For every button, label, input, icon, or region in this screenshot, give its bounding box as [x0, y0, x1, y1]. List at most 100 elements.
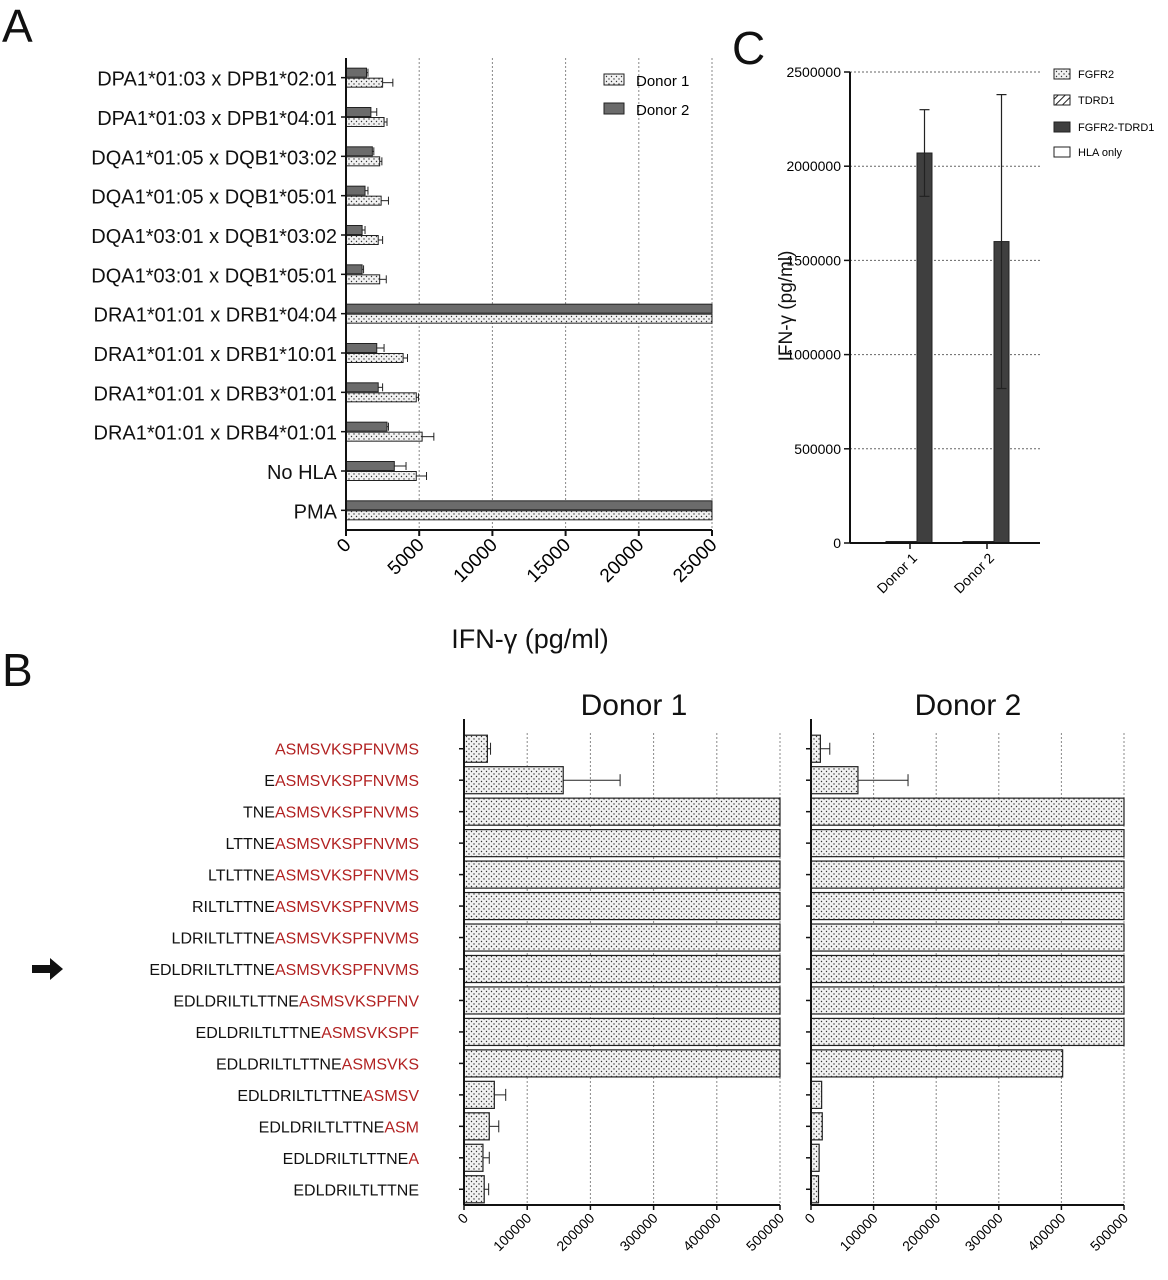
- panel-b-donor1-title: Donor 1: [581, 689, 688, 722]
- panel-a-x-axis-title: IFN-γ (pg/ml): [451, 624, 609, 654]
- peptide-prefix: LTTNE: [225, 836, 274, 853]
- panel-b-x-tick-label: 0: [454, 1210, 471, 1227]
- peptide-core: ASMSVKSPFNVMS: [275, 962, 419, 979]
- panel-b-bar-donor2: [810, 829, 1125, 858]
- panel-c-chart: 0 500000 1000000 1500000 2000000 2500000 Donor…: [776, 64, 1154, 596]
- panel-b-bar-donor1: [463, 923, 781, 952]
- panel-b-bar-donor1: [463, 1049, 781, 1078]
- peptide-core: ASMSVKSPFNV: [299, 993, 419, 1010]
- panel-c-y-tick-label: 500000: [794, 441, 841, 457]
- legend-label-fgfr2: FGFR2: [1078, 69, 1114, 81]
- panel-a-bar-donor1: [345, 195, 382, 206]
- panel-a-x-tick-label: 20000: [596, 535, 648, 587]
- panel-a-bar-donor1: [345, 392, 417, 403]
- peptide-prefix: EDLDRILTLTTNE: [283, 1151, 409, 1168]
- panel-a-category-label: DQA1*03:01 x DQB1*03:02: [91, 226, 337, 248]
- peptide-prefix: EDLDRILTLTTNE: [293, 1182, 419, 1199]
- panel-b-peptide-label: ASMSVKSPFNVMS: [275, 742, 419, 759]
- panel-a-x-tick-label: 25000: [669, 535, 721, 587]
- peptide-core: ASMSVKSPF: [321, 1025, 419, 1042]
- panel-b-bar-donor2: [810, 923, 1125, 952]
- peptide-core: ASMSVKSPFNVMS: [275, 805, 419, 822]
- panel-a-category-label: DQA1*03:01 x DQB1*05:01: [91, 265, 337, 287]
- legend-label-hla-only: HLA only: [1078, 147, 1123, 159]
- panel-b-bar-donor2: [810, 1112, 823, 1141]
- panel-a-bar-donor1: [345, 510, 713, 521]
- panel-b-donor2-title: Donor 2: [915, 689, 1022, 722]
- panel-c-y-tick-label: 2500000: [786, 64, 841, 80]
- panel-b-peptide-label: EDLDRILTLTTNEASMSVKSPFNVMS: [149, 962, 419, 979]
- legend-label-tdrd1: TDRD1: [1078, 95, 1115, 107]
- panel-a-bar-donor1: [345, 235, 379, 245]
- peptide-core: ASM: [384, 1119, 419, 1136]
- panel-b-bar-donor1: [463, 1175, 485, 1204]
- panel-a-bar-donor1: [345, 431, 423, 442]
- panel-b-x-tick-label: 300000: [962, 1210, 1006, 1254]
- peptide-prefix: LDRILTLTTNE: [172, 931, 275, 948]
- panel-b-chart: Donor 1 Donor 2 ASMSVKSPFNVMSEASMSVKSPFN…: [32, 689, 1131, 1254]
- panel-b-bar-donor1: [463, 1112, 490, 1141]
- panel-a-bar-donor1: [345, 117, 385, 127]
- panel-b-bar-donor1: [463, 1080, 495, 1109]
- legend-swatch-hla-only: [1053, 146, 1071, 158]
- panel-a-bar-donor2: [345, 264, 363, 275]
- panel-c-y-tick-label: 1500000: [786, 252, 841, 268]
- panel-a-category-label: PMA: [294, 501, 338, 523]
- panel-a-category-label: DPA1*01:03 x DPB1*04:01: [97, 108, 337, 130]
- panel-a-category-label: DPA1*01:03 x DPB1*02:01: [97, 69, 337, 91]
- panel-a-bar-donor2: [345, 303, 713, 314]
- panel-b-bar-donor2: [810, 1049, 1064, 1078]
- panel-b-bar-donor1: [463, 829, 781, 858]
- panel-b-x-tick-label: 400000: [680, 1210, 724, 1254]
- panel-b-x-tick-label: 100000: [836, 1210, 880, 1254]
- panel-a-bar-donor2: [345, 146, 373, 157]
- peptide-core: ASMSVKSPFNVMS: [275, 899, 419, 916]
- peptide-prefix: EDLDRILTLTTNE: [149, 962, 275, 979]
- panel-a-bar-donor2: [345, 67, 367, 78]
- panel-a-bar-donor1: [345, 274, 381, 285]
- panel-b-bar-donor1: [463, 954, 781, 984]
- panel-b-x-tick-label: 200000: [553, 1210, 597, 1254]
- panel-b-bar-donor2: [810, 891, 1125, 921]
- panel-a-category-label: DRA1*01:01 x DRB1*04:04: [94, 305, 337, 327]
- panel-a-bar-donor2: [345, 185, 366, 196]
- panel-b-bar-donor1: [463, 734, 488, 763]
- panel-c-y-axis-title: IFN-γ (pg/ml): [776, 251, 797, 362]
- panel-b-bar-donor1: [463, 1017, 781, 1047]
- peptide-prefix: EDLDRILTLTTNE: [216, 1056, 342, 1073]
- panel-label-c: C: [732, 22, 765, 74]
- legend-swatch-donor2: [603, 102, 625, 115]
- panel-c-bar-fgfr2-tdrd1: [916, 152, 933, 544]
- peptide-core: ASMSVKSPFNVMS: [275, 742, 419, 759]
- panel-a-legend: Donor 1 Donor 2: [603, 73, 689, 119]
- panel-b-peptide-label: TNEASMSVKSPFNVMS: [243, 805, 419, 822]
- panel-b-bar-donor1: [463, 797, 781, 826]
- panel-a-category-label: DRA1*01:01 x DRB4*01:01: [94, 423, 337, 445]
- panel-c-x-tick-label: Donor 1: [874, 550, 921, 597]
- panel-b-peptide-label: EDLDRILTLTTNE: [293, 1182, 419, 1199]
- panel-a-bar-donor1: [345, 313, 713, 324]
- legend-label-fgfr2-tdrd1: FGFR2-TDRD1: [1078, 122, 1154, 134]
- panel-a-category-label: DRA1*01:01 x DRB1*10:01: [94, 344, 337, 366]
- panel-a-bar-donor2: [345, 461, 395, 471]
- panel-b-bar-donor2: [810, 734, 821, 763]
- panel-b-bar-donor1: [463, 986, 781, 1015]
- panel-a-bar-donor2: [345, 421, 388, 432]
- panel-a-category-label: DQA1*01:05 x DQB1*05:01: [91, 187, 337, 209]
- panel-label-a: A: [2, 0, 33, 52]
- panel-a-x-tick-label: 15000: [523, 535, 575, 587]
- panel-b-bar-donor1: [463, 860, 781, 889]
- highlight-arrow-icon: [32, 958, 63, 980]
- panel-b-bar-donor2: [810, 954, 1125, 984]
- panel-b-bar-donor2: [810, 766, 859, 795]
- peptide-prefix: LTLTTNE: [208, 868, 275, 885]
- panel-a-bar-donor2: [345, 343, 378, 353]
- legend-swatch-fgfr2-tdrd1: [1053, 121, 1071, 133]
- panel-b-bar-donor1: [463, 891, 781, 921]
- panel-c-x-tick-label: Donor 2: [951, 550, 998, 597]
- peptide-prefix: E: [264, 773, 275, 790]
- panel-b-peptide-label: EDLDRILTLTTNEASM: [259, 1119, 419, 1136]
- panel-b-peptide-label: LDRILTLTTNEASMSVKSPFNVMS: [172, 931, 419, 948]
- peptide-core: A: [408, 1151, 419, 1168]
- panel-b-peptide-label: LTTNEASMSVKSPFNVMS: [225, 836, 419, 853]
